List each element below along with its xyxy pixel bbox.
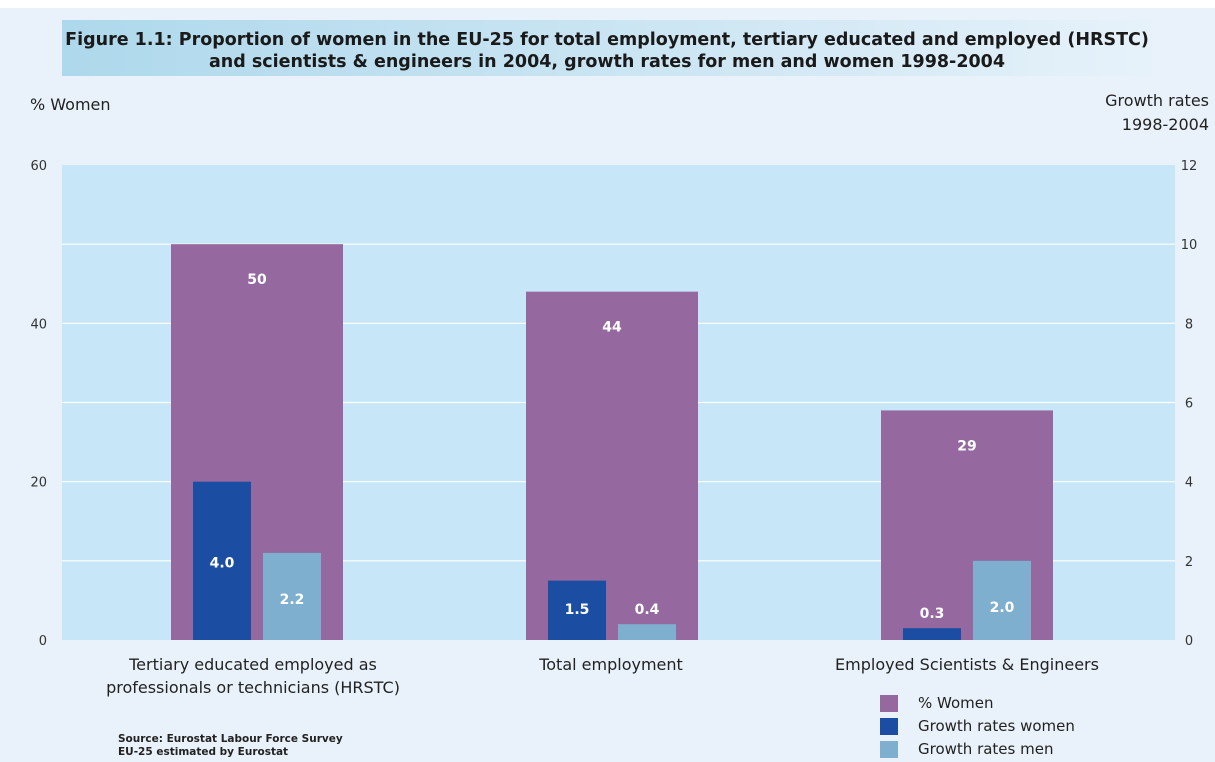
bar-growth-women — [903, 628, 961, 640]
bar-growth-men — [618, 624, 676, 640]
left-axis-tick-label: 0 — [39, 634, 47, 649]
x-axis-category-label: Total employment — [411, 653, 811, 676]
source-line-1: Source: Eurostat Labour Force Survey — [118, 733, 343, 745]
right-axis-title-line-2: 1998-2004 — [1121, 115, 1209, 134]
legend-swatch — [880, 718, 898, 735]
data-label-growth-women: 0.3 — [920, 606, 945, 622]
data-label-growth-men: 0.4 — [635, 602, 660, 618]
left-axis-title: % Women — [30, 95, 111, 114]
bar-growth-women — [548, 580, 606, 640]
right-axis-tick-label: 12 — [1181, 159, 1198, 174]
left-axis-tick-label: 20 — [30, 476, 47, 491]
top-strip — [0, 0, 1215, 8]
left-axis-tick-label: 40 — [30, 317, 47, 332]
data-label-women-pct: 44 — [602, 320, 622, 336]
data-label-growth-women: 1.5 — [565, 602, 590, 618]
right-axis-tick-label: 0 — [1185, 634, 1193, 649]
left-axis-tick-label: 60 — [30, 159, 47, 174]
legend-label: Growth rates men — [918, 740, 1054, 758]
legend-label: % Women — [918, 694, 994, 712]
legend-label: Growth rates women — [918, 717, 1075, 735]
x-axis-category-label: Employed Scientists & Engineers — [767, 653, 1167, 676]
right-axis-title-line-1: Growth rates — [1105, 91, 1209, 110]
right-axis-tick-label: 10 — [1181, 238, 1198, 253]
right-axis-tick-label: 6 — [1185, 397, 1193, 412]
figure-title-box: Figure 1.1: Proportion of women in the E… — [62, 20, 1152, 76]
right-axis-tick-label: 8 — [1185, 317, 1193, 332]
data-label-growth-women: 4.0 — [210, 556, 235, 572]
bar-growth-men — [973, 560, 1031, 640]
data-label-women-pct: 29 — [957, 438, 976, 454]
category-label-line: Total employment — [539, 655, 683, 674]
data-label-women-pct: 50 — [247, 272, 267, 288]
data-label-growth-men: 2.0 — [990, 600, 1015, 616]
bar-growth-men — [263, 552, 321, 640]
bar-growth-women — [193, 481, 251, 640]
right-axis-tick-label: 2 — [1185, 555, 1193, 570]
figure-title-line-2: and scientists & engineers in 2004, grow… — [208, 52, 1006, 72]
data-label-growth-men: 2.2 — [280, 592, 305, 608]
legend-swatch — [880, 741, 898, 758]
category-label-line: Tertiary educated employed as — [129, 655, 377, 674]
source-line-2: EU-25 estimated by Eurostat — [118, 746, 289, 758]
figure-title-line-1: Figure 1.1: Proportion of women in the E… — [65, 30, 1149, 50]
right-axis-tick-label: 4 — [1185, 476, 1193, 491]
category-label-line: Employed Scientists & Engineers — [835, 655, 1099, 674]
x-axis-category-label: Tertiary educated employed as professiona… — [53, 653, 453, 699]
category-label-line: professionals or technicians (HRSTC) — [106, 678, 400, 697]
legend-swatch — [880, 695, 898, 712]
source-note: Source: Eurostat Labour Force Survey EU-… — [118, 733, 343, 759]
